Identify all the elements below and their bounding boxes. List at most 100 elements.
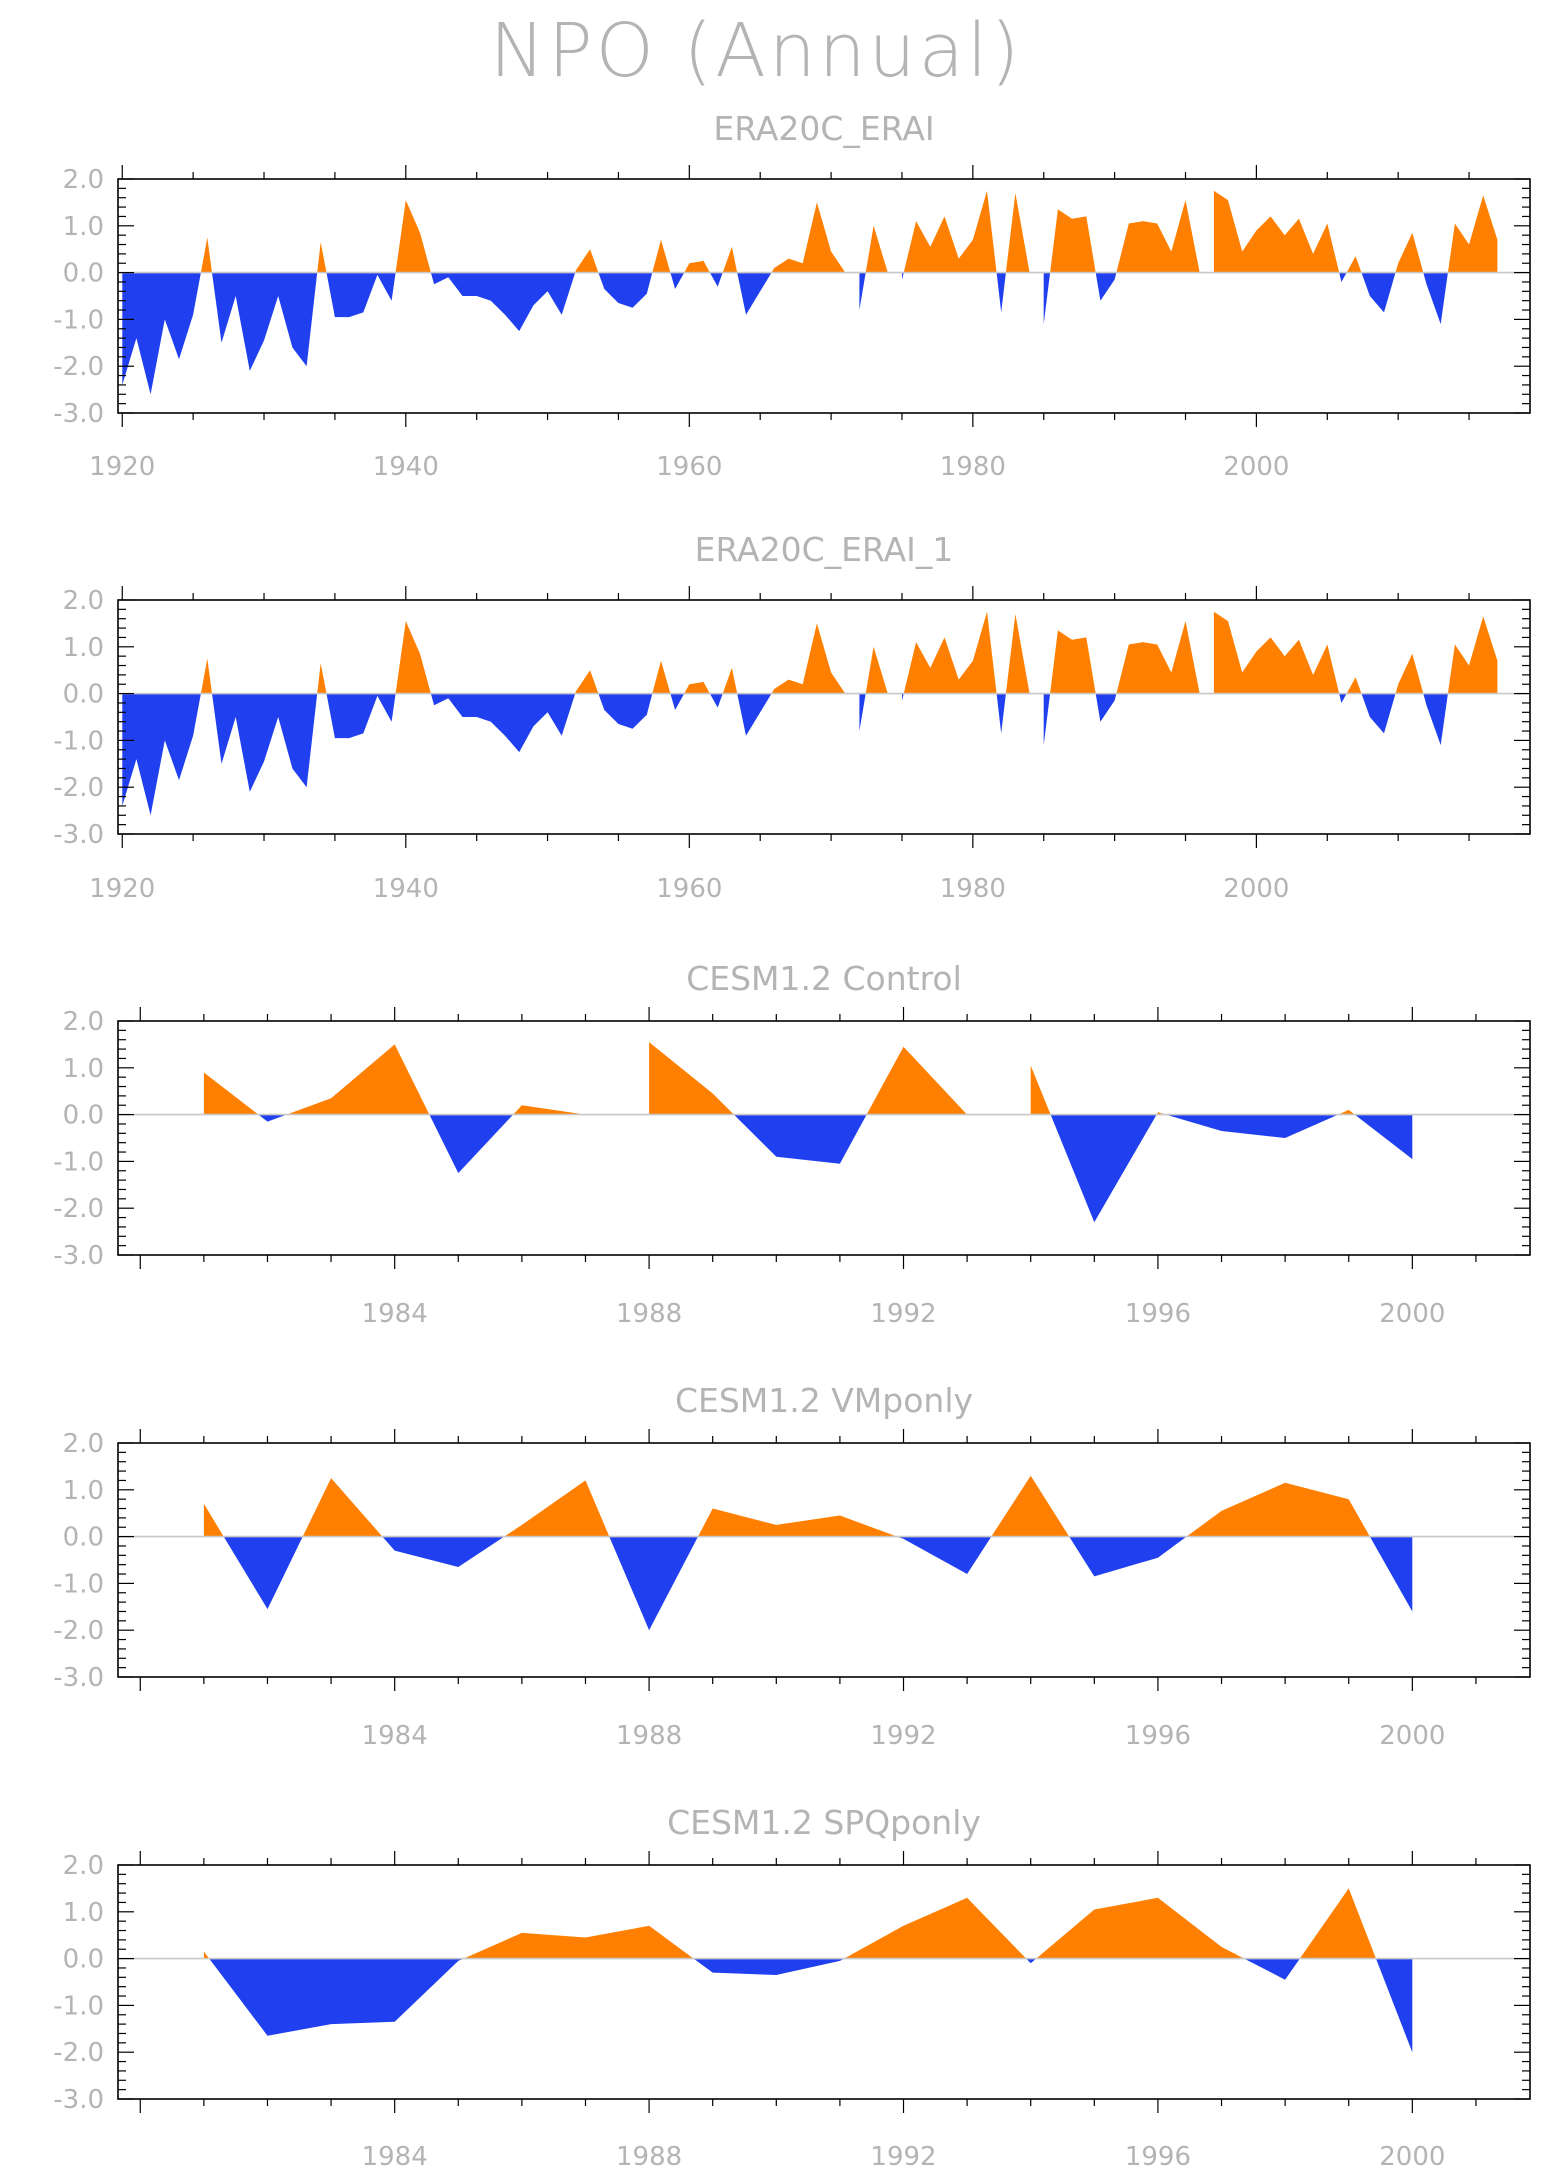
x-tick-label: 1940 — [373, 452, 439, 482]
positive-area — [1030, 1065, 1051, 1115]
positive-area — [866, 1046, 968, 1115]
y-tick-label: 2.0 — [63, 1007, 104, 1037]
panel-title: CESM1.2 Control — [686, 959, 962, 998]
negative-area — [1369, 1536, 1413, 1612]
negative-area — [1339, 693, 1347, 703]
x-tick-label: 2000 — [1379, 1299, 1445, 1329]
negative-area — [1354, 1114, 1413, 1160]
x-tick-label: 1980 — [940, 874, 1006, 904]
y-tick-label: 0.0 — [63, 680, 104, 710]
positive-area — [575, 670, 599, 694]
panel-cesm-vmponly: CESM1.2 VMponly 2.0 1.0 0.0 -1.0 -2.0 -3.0 198… — [53, 1381, 1531, 1751]
y-tick-label: -2.0 — [53, 773, 104, 803]
positive-area — [1395, 232, 1424, 273]
negative-area — [1376, 1958, 1413, 2053]
negative-area — [859, 272, 866, 310]
x-tick-label: 1984 — [362, 1299, 428, 1329]
negative-area — [1095, 693, 1117, 722]
x-tick-label: 2000 — [1223, 452, 1289, 482]
panel-title: ERA20C_ERAI — [713, 109, 934, 148]
positive-area — [652, 660, 671, 694]
y-tick-label: -3.0 — [53, 399, 104, 429]
figure-title: NPO (Annual) — [490, 8, 1023, 94]
positive-area — [317, 663, 327, 694]
negative-area — [1339, 272, 1347, 282]
positive-area — [1213, 611, 1340, 694]
positive-area — [504, 1480, 610, 1537]
negative-area — [122, 272, 201, 395]
positive-area — [698, 1508, 898, 1537]
x-tick-label: 2000 — [1379, 1721, 1445, 1751]
x-tick-label: 2000 — [1379, 2142, 1445, 2172]
negative-area — [429, 1114, 514, 1174]
y-tick-label: -3.0 — [53, 820, 104, 850]
positive-area — [771, 202, 846, 273]
y-tick-label: -1.0 — [53, 305, 104, 335]
negative-area — [902, 272, 904, 280]
positive-area — [903, 611, 997, 694]
negative-area — [737, 693, 772, 736]
negative-area — [996, 693, 1006, 734]
positive-area — [395, 200, 431, 273]
y-tick-label: -3.0 — [53, 2085, 104, 2115]
panel-era20c-erai: ERA20C_ERAI 2.0 1.0 0.0 -1.0 -2.0 -3.0 1920 194… — [53, 109, 1531, 482]
negative-area — [1043, 693, 1051, 746]
positive-area — [1299, 1888, 1376, 1959]
positive-area — [1346, 256, 1362, 273]
y-tick-label: 1.0 — [63, 1898, 104, 1928]
positive-area — [903, 190, 997, 273]
positive-area — [1447, 195, 1498, 273]
plot-frame — [117, 1864, 1531, 2100]
x-tick-label: 1980 — [940, 452, 1006, 482]
positive-area — [1213, 190, 1340, 273]
negative-area — [709, 272, 723, 287]
y-tick-label: 1.0 — [63, 212, 104, 242]
positive-area — [684, 681, 710, 694]
negative-area — [598, 272, 653, 308]
y-tick-label: 2.0 — [63, 1429, 104, 1459]
positive-area — [865, 646, 888, 694]
y-tick-label: -2.0 — [53, 352, 104, 382]
positive-area — [771, 623, 846, 694]
plot-frame — [117, 178, 1531, 414]
negative-area — [996, 272, 1006, 313]
y-tick-label: 0.0 — [63, 1945, 104, 1975]
positive-area — [1050, 209, 1096, 273]
negative-area — [258, 1114, 287, 1122]
y-tick-label: -1.0 — [53, 1991, 104, 2021]
x-tick-label: 1940 — [373, 874, 439, 904]
y-tick-label: 2.0 — [63, 165, 104, 195]
negative-area — [670, 693, 685, 710]
positive-area — [1346, 677, 1362, 694]
panel-title: CESM1.2 SPQponly — [667, 1803, 981, 1842]
negative-area — [1043, 272, 1051, 325]
positive-area — [865, 225, 888, 273]
positive-area — [1395, 653, 1424, 694]
x-tick-label: 2000 — [1223, 874, 1289, 904]
negative-area — [430, 693, 576, 753]
positive-area — [286, 1044, 430, 1115]
y-tick-label: 1.0 — [63, 1054, 104, 1084]
positive-area — [395, 621, 431, 694]
plot-frame — [117, 599, 1531, 835]
negative-area — [709, 693, 723, 708]
x-tick-label: 1960 — [656, 452, 722, 482]
positive-area — [575, 249, 599, 273]
negative-area — [737, 272, 772, 315]
positive-area — [203, 1072, 259, 1115]
x-tick-label: 1996 — [1125, 1299, 1191, 1329]
x-tick-label: 1988 — [616, 2142, 682, 2172]
panel-title: ERA20C_ERAI_1 — [695, 530, 954, 569]
negative-area — [212, 272, 318, 371]
panel-cesm-spqponly: CESM1.2 SPQponly 2.0 1.0 0.0 -1.0 -2.0 -3.0 19… — [53, 1803, 1531, 2172]
x-tick-label: 1988 — [616, 1299, 682, 1329]
y-tick-label: -1.0 — [53, 726, 104, 756]
negative-area — [209, 1958, 464, 2036]
negative-area — [1423, 272, 1448, 325]
negative-area — [122, 693, 201, 816]
y-tick-label: 0.0 — [63, 259, 104, 289]
x-tick-label: 1984 — [362, 2142, 428, 2172]
plot-frame — [117, 1442, 1531, 1678]
positive-area — [1050, 630, 1096, 694]
x-tick-label: 1920 — [89, 874, 155, 904]
